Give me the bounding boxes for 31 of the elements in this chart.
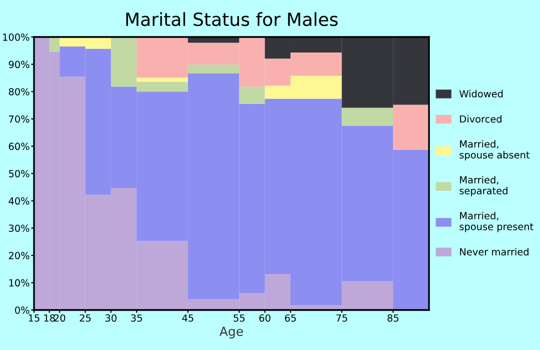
y-tick-label: 70% [9,115,30,123]
x-tick-label: 60 [259,314,270,322]
x-tick-label: 30 [106,314,116,322]
x-tick-label: 55 [234,314,245,322]
x-tick-label: 85 [388,314,398,322]
x-tick-label: 20 [54,314,66,322]
y-tick-label: 30% [8,224,30,232]
y-tick-label: 40% [8,197,30,205]
legend-label: Married, spouse absent [460,140,530,160]
x-tick-label: 45 [182,314,194,322]
x-tick-label: 35 [131,314,142,322]
legend-label: Married, separated [460,176,508,196]
y-tick-label: 90% [8,60,30,68]
x-tick-label: 18 [44,314,55,322]
legend-label: Never married [460,248,528,256]
y-tick-label: 20% [8,252,30,260]
y-tick-label: 10% [9,279,30,287]
y-tick-label: 60% [8,142,30,150]
y-tick-label: 80% [8,88,30,96]
legend-label: Divorced [460,115,502,123]
legend-label: Married, spouse present [460,212,534,232]
legend-label: Widowed [459,90,503,98]
chart-title: Marital Status for Males [126,12,338,26]
x-tick-label: 75 [336,314,348,322]
y-tick-label: 50% [8,170,30,178]
y-tick-label: 0% [15,306,30,314]
y-tick-label: 100% [3,33,30,41]
x-axis-title: Age [220,326,243,338]
x-tick-label: 15 [28,314,40,322]
x-tick-label: 25 [80,314,91,322]
x-tick-label: 65 [284,314,296,322]
